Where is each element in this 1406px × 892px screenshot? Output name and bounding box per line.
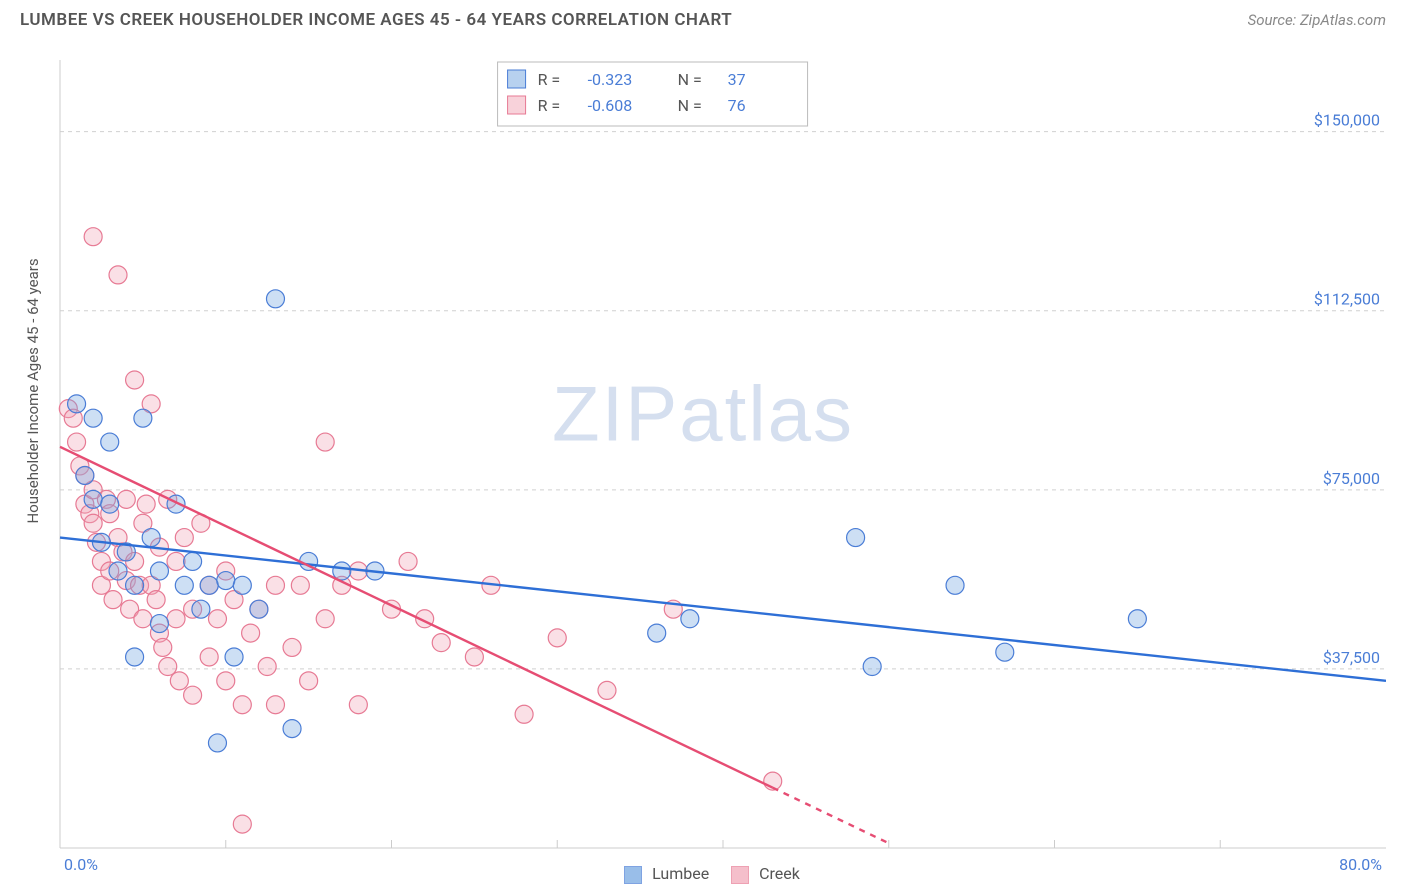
svg-text:-0.323: -0.323	[588, 70, 633, 89]
legend-label-creek: Creek	[759, 864, 800, 883]
series-legend: Lumbee Creek	[20, 864, 1386, 884]
svg-text:R =: R =	[538, 70, 561, 89]
svg-text:$37,500: $37,500	[1323, 648, 1380, 667]
svg-text:N =: N =	[678, 70, 702, 89]
svg-text:$75,000: $75,000	[1323, 469, 1380, 488]
legend-swatch-creek	[731, 866, 749, 884]
svg-text:76: 76	[728, 96, 746, 115]
svg-text:-0.608: -0.608	[588, 96, 633, 115]
scatter-plot-svg: $37,500$75,000$112,500$150,0000.0%80.0%H…	[20, 46, 1386, 882]
chart-title: LUMBEE VS CREEK HOUSEHOLDER INCOME AGES …	[20, 10, 732, 30]
svg-text:37: 37	[728, 70, 746, 89]
legend-label-lumbee: Lumbee	[652, 864, 709, 883]
source-label: Source: ZipAtlas.com	[1248, 11, 1386, 29]
svg-text:N =: N =	[678, 96, 702, 115]
svg-text:$150,000: $150,000	[1314, 111, 1380, 130]
svg-text:Householder Income Ages 45 - 6: Householder Income Ages 45 - 64 years	[24, 258, 42, 523]
chart-area: $37,500$75,000$112,500$150,0000.0%80.0%H…	[20, 46, 1386, 882]
svg-text:R =: R =	[538, 96, 561, 115]
svg-text:$112,500: $112,500	[1314, 290, 1380, 309]
legend-swatch-lumbee	[624, 866, 642, 884]
